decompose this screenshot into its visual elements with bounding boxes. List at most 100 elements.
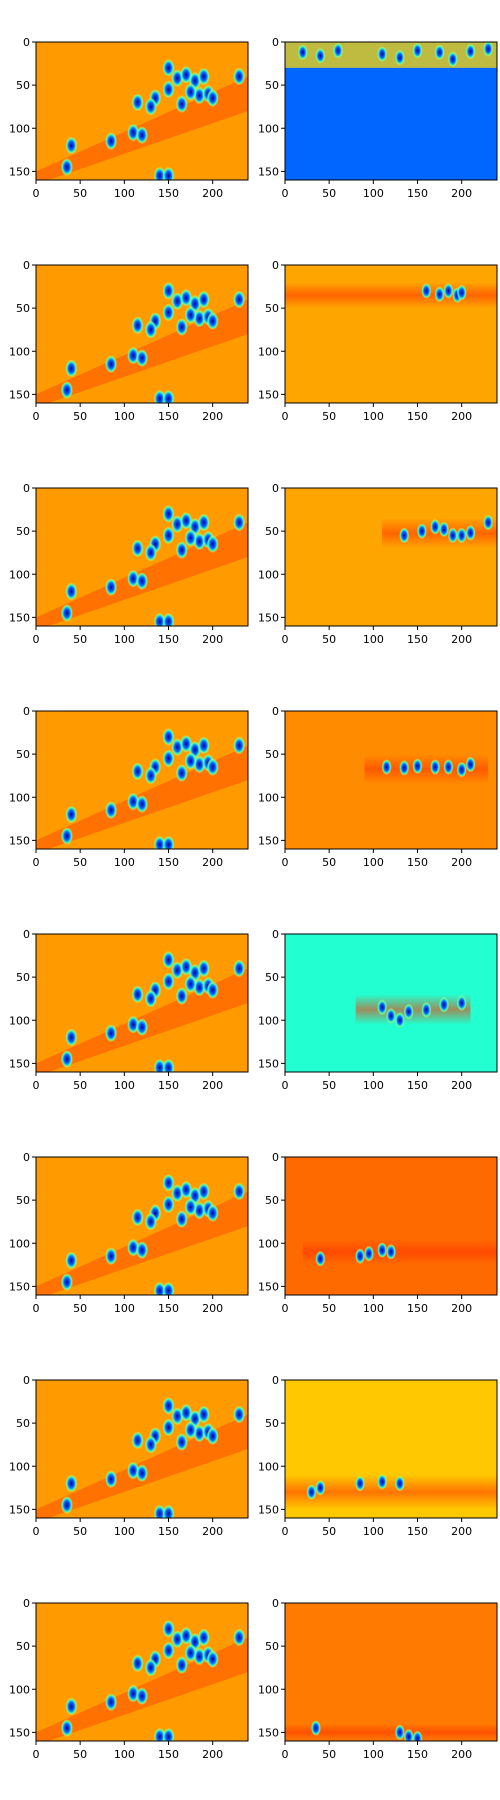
panel-r4-right: 0 50 100 150 200 0 50 100 150 [258,705,498,869]
heatmap-blob [434,286,445,303]
heatmap-blob [184,975,197,994]
x-tick-label: 50 [322,856,336,869]
panel-frame [284,1602,498,1742]
heatmap-blob [355,1248,366,1265]
heatmap-blob [381,759,392,776]
heatmap-blob [465,524,476,541]
y-tick-label: 0 [272,36,279,49]
heatmap-blob [206,89,219,108]
y-tick-label: 50 [16,79,30,92]
x-tick-label: 200 [451,1079,472,1092]
heatmap-blob [206,535,219,554]
heatmap-blob [144,766,157,785]
heatmap-blob [439,996,449,1013]
heatmap-blob [131,1431,144,1450]
y-tick-label: 150 [258,1280,279,1293]
y-tick-label: 0 [23,705,30,718]
heatmap-blob [65,1251,78,1270]
x-tick-label: 0 [33,856,40,869]
panel-frame [35,1156,249,1296]
y-tick-label: 50 [16,1640,30,1653]
y-tick-label: 0 [272,259,279,272]
panel-r4-left: 0 50 100 150 200 0 50 100 150 [9,705,249,869]
heatmap-blob [377,46,388,63]
heatmap-blob [60,827,73,846]
heatmap-blob [105,1247,118,1266]
heatmap-blob [131,985,144,1004]
x-tick-label: 0 [282,410,289,423]
heatmap-blob [416,523,427,540]
y-tick-label: 150 [258,388,279,401]
heatmap-blob [175,1210,188,1229]
x-tick-label: 0 [282,1525,289,1538]
y-tick-label: 50 [16,302,30,315]
x-tick-label: 150 [407,856,428,869]
x-tick-label: 100 [363,633,384,646]
heatmap-blob [430,759,441,776]
heatmap-blob [483,42,494,57]
heatmap-blob [162,1173,175,1192]
heatmap-image [36,1157,248,1295]
heatmap-blob [162,1418,175,1437]
heatmap-blob [162,972,175,991]
x-tick-label: 200 [451,187,472,200]
heatmap-image [285,265,497,403]
x-tick-label: 50 [73,1525,87,1538]
y-tick-label: 150 [9,611,30,624]
y-tick-label: 50 [265,1417,279,1430]
heatmap-blob [386,1243,396,1260]
heatmap-blob [65,1697,78,1716]
heatmap-blob [162,1058,175,1072]
y-tick-label: 0 [23,1597,30,1610]
heatmap-blob [439,521,449,538]
panel-frame [35,933,249,1073]
panel-r3-right: 0 50 100 150 200 0 50 100 150 [258,482,498,646]
x-tick-label: 50 [322,633,336,646]
heatmap-blob [297,44,308,61]
heatmap-blob [175,318,188,337]
panel-frame [35,264,249,404]
heatmap-image [285,1157,497,1295]
heatmap-blob [386,1007,396,1024]
heatmap-blob [60,158,73,177]
heatmap-band [285,1723,497,1741]
y-tick-label: 50 [265,1640,279,1653]
y-tick-label: 50 [265,525,279,538]
heatmap-blob [60,1273,73,1292]
heatmap-blob [315,47,326,64]
x-tick-label: 0 [33,1748,40,1761]
heatmap-blob [162,166,175,180]
heatmap-background [285,488,497,626]
y-tick-label: 0 [272,1151,279,1164]
y-tick-label: 100 [258,122,279,135]
heatmap-blob [184,83,197,102]
panel-frame [35,710,249,850]
heatmap-blob [456,284,467,301]
x-tick-label: 200 [202,1748,223,1761]
x-tick-label: 200 [202,410,223,423]
y-tick-label: 100 [9,1014,30,1027]
y-tick-label: 50 [16,748,30,761]
y-tick-label: 0 [23,1151,30,1164]
y-tick-label: 100 [9,1460,30,1473]
heatmap-background [285,1603,497,1741]
heatmap-blob [162,1195,175,1214]
heatmap-blob [136,349,148,368]
heatmap-blob [310,1720,321,1737]
heatmap-blob [162,749,175,768]
panel-r7-right: 0 50 100 150 200 0 50 100 150 [258,1374,498,1538]
x-tick-label: 150 [407,410,428,423]
panel-r2-right: 0 50 100 150 200 0 50 100 150 [258,259,498,423]
x-tick-label: 150 [407,1079,428,1092]
heatmap-blob [162,389,175,403]
x-tick-label: 150 [407,633,428,646]
x-tick-label: 100 [363,410,384,423]
heatmap-blob [206,1204,219,1223]
panel-r7-left: 0 50 100 150 200 0 50 100 150 [9,1374,249,1538]
heatmap-blob [394,1012,405,1029]
heatmap-blob [206,312,219,331]
y-tick-label: 50 [265,302,279,315]
heatmap-blob [412,1730,423,1741]
heatmap-blob [162,1396,175,1415]
x-tick-label: 50 [73,1079,87,1092]
